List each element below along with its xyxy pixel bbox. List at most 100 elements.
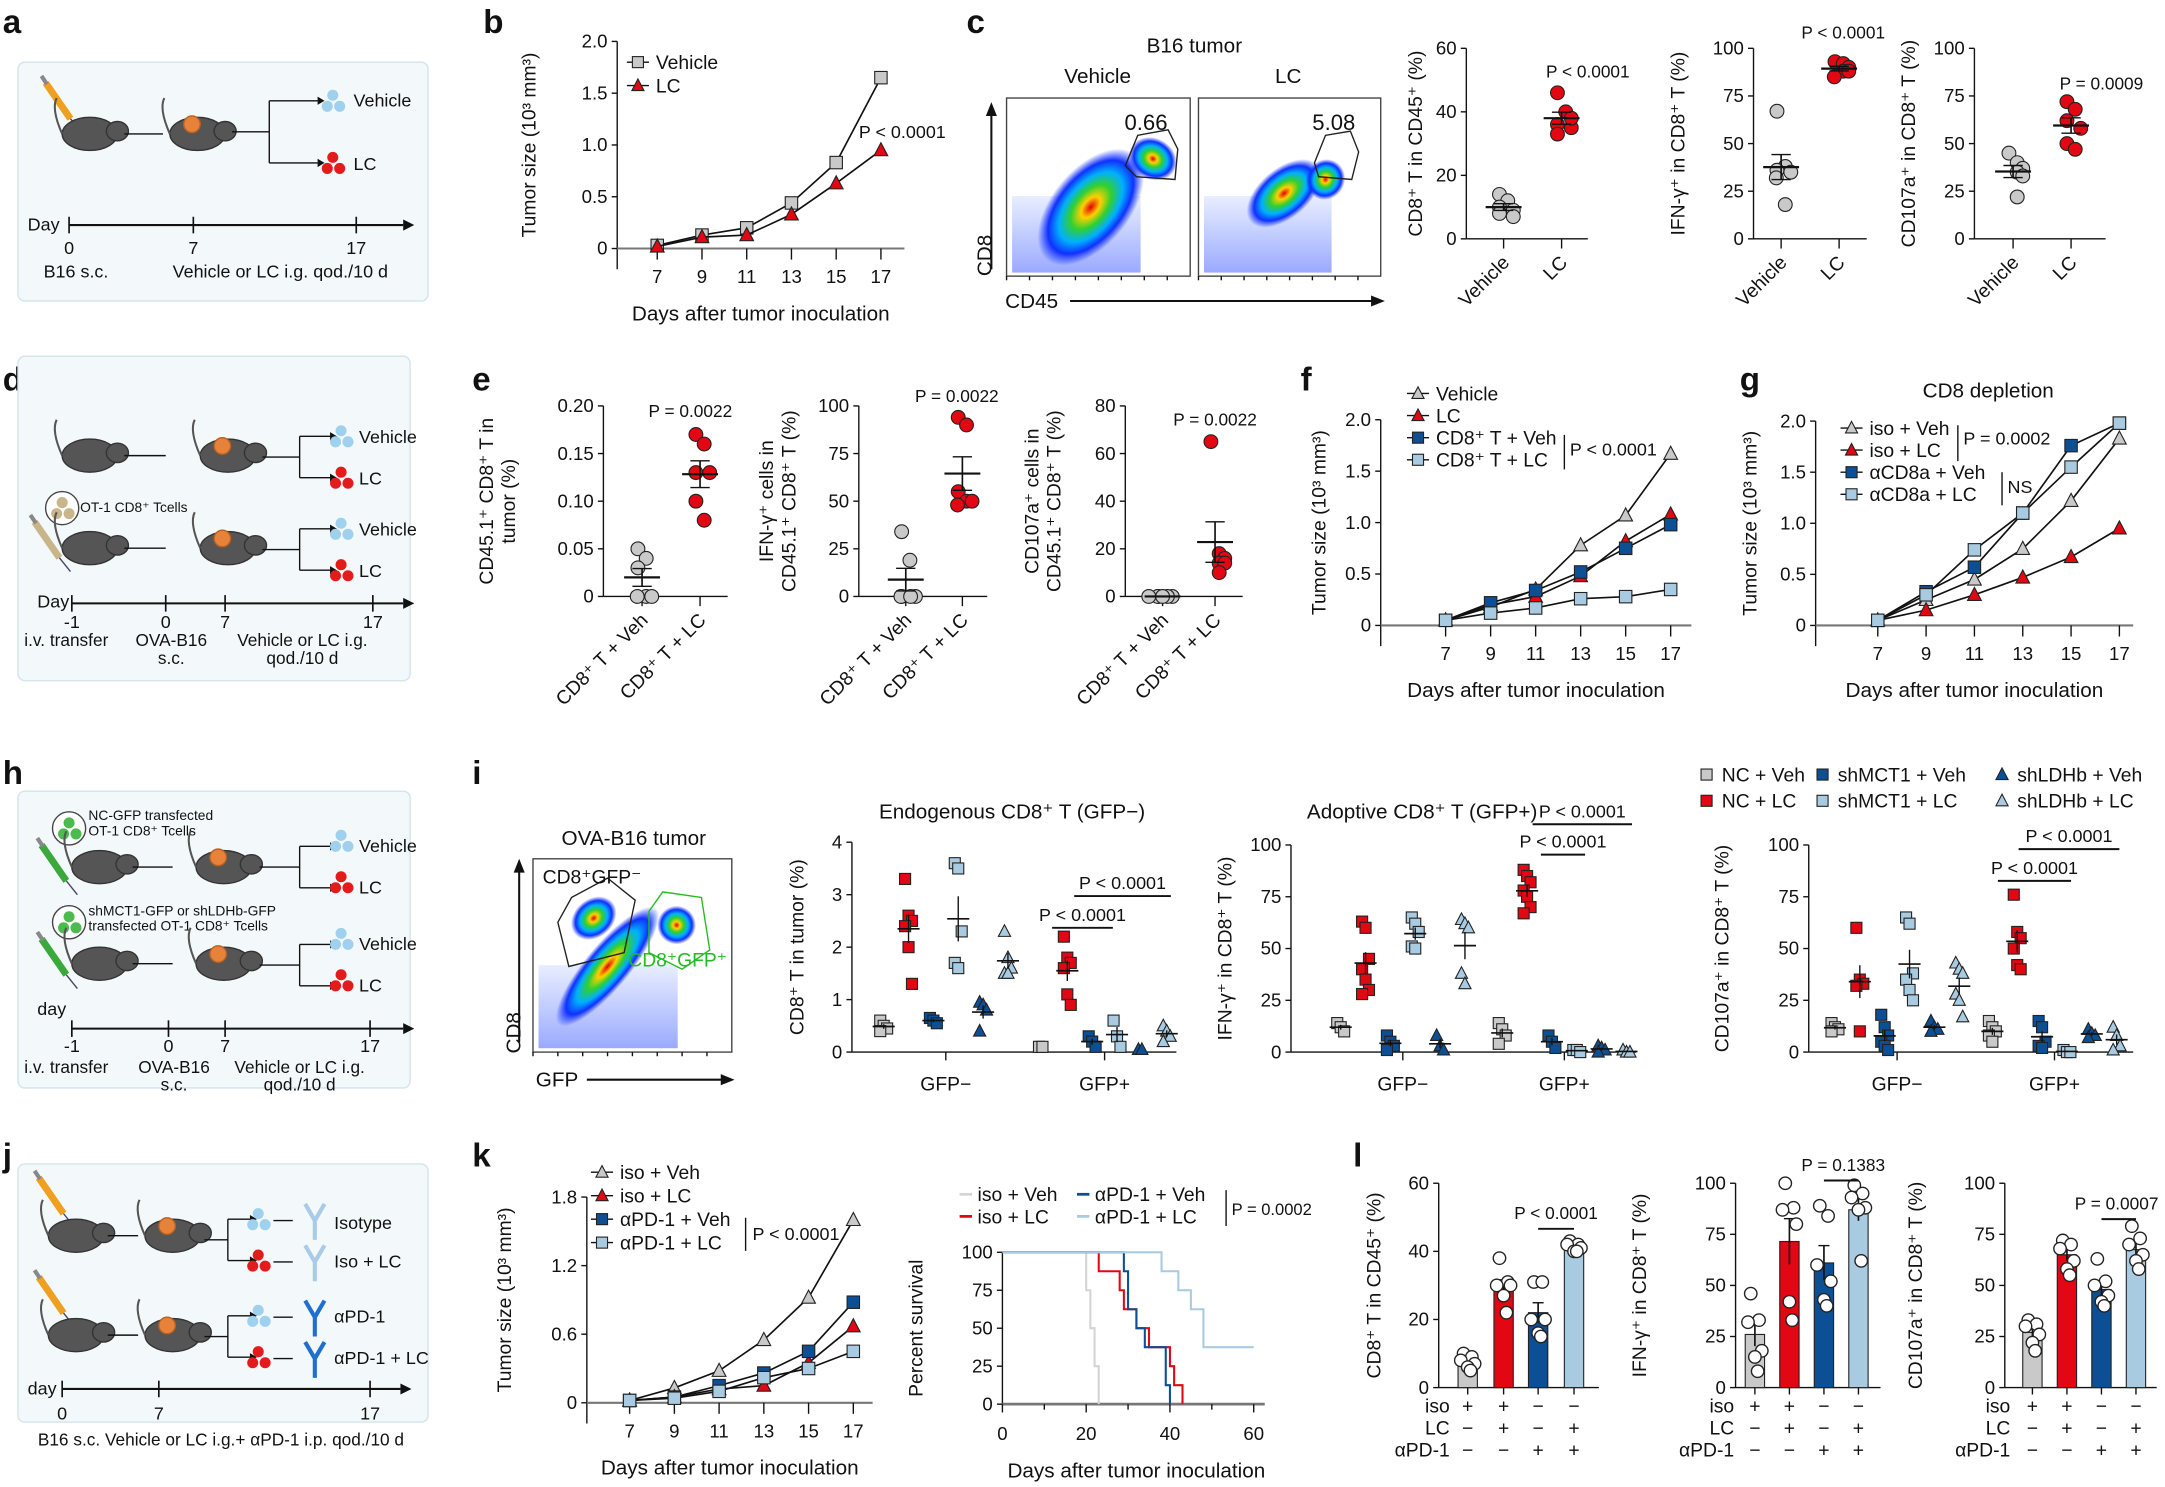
arrow-head (1371, 295, 1385, 307)
y-axis-label: CD8⁺ T in CD45⁺ (%) (1406, 51, 1427, 237)
legend-label: αCD8a + LC (1869, 485, 1976, 506)
treatment-sign: + (2027, 1396, 2038, 1417)
series-line-2 (629, 1301, 854, 1402)
y-tick-label: 1.0 (1345, 512, 1371, 533)
panel-letter: i (472, 755, 481, 792)
schematic-panel (17, 1163, 429, 1423)
data-point-2 (2036, 1021, 2049, 1034)
data-point-series-2 (801, 1344, 816, 1359)
data-point-3 (952, 862, 965, 875)
data-point-3 (1851, 1202, 1866, 1217)
p-value-annotation: P = 0.0022 (915, 386, 999, 406)
data-point-0 (1777, 197, 1793, 213)
x-tick-label: 17 (2109, 643, 2130, 664)
day-label: 17 (346, 238, 366, 258)
legend-marker (1844, 420, 1859, 434)
treatment-sign: + (2130, 1441, 2141, 1462)
data-point-1 (2062, 1268, 2077, 1283)
y-tick-label: 0 (1733, 228, 1743, 249)
y-tick-label: 20 (1095, 538, 1116, 559)
treatment-row-label: iso (1425, 1396, 1450, 1417)
mouse-icon (136, 1199, 212, 1253)
data-point-3 (1854, 1253, 1869, 1268)
series-line-3 (629, 1350, 854, 1402)
data-point-1 (1499, 1305, 1514, 1320)
flow-y-label: CD8 (973, 235, 996, 276)
data-point-4 (1591, 1044, 1606, 1058)
data-point-1 (1203, 434, 1219, 450)
gate-percentage: 5.08 (1312, 110, 1355, 135)
vehicle-cells-icon (247, 1208, 271, 1231)
y-tick-label: 0 (567, 1392, 577, 1413)
y-tick-label: 25 (1261, 990, 1282, 1011)
data-point-series-1 (2111, 519, 2128, 535)
mouse-icon (187, 830, 264, 885)
y-tick-label: 100 (1964, 1172, 1995, 1193)
timeline-caption: OVA-B16 (138, 1057, 210, 1077)
group-label: Iso + LC (334, 1251, 401, 1271)
chart-title: Endogenous CD8⁺ T (GFP−) (879, 801, 1145, 824)
data-point-4 (972, 1023, 987, 1037)
mouse-icon (53, 419, 130, 473)
data-point-series-1 (738, 226, 755, 242)
antibody-icon (303, 1202, 327, 1240)
x-category-label: Vehicle (1965, 252, 2024, 311)
treatment-sign: − (1462, 1441, 1473, 1462)
data-point-1 (1524, 876, 1537, 889)
legend-label: Vehicle (1436, 384, 1498, 405)
data-point-1 (1359, 973, 1372, 986)
data-point-series-3 (2112, 416, 2127, 430)
cells-label: OT-1 CD8⁺ Tcells (80, 500, 188, 515)
p-value-annotation: P < 0.0001 (1520, 832, 1607, 852)
chart-title: CD8 depletion (1923, 380, 2054, 403)
y-tick-label: 1.0 (1780, 512, 1806, 533)
data-point-1 (1496, 1288, 1511, 1303)
tumor-icon (213, 529, 232, 548)
data-point-0 (1768, 170, 1784, 186)
data-point-1 (1492, 1251, 1507, 1266)
panel-letter: j (2, 1138, 12, 1175)
mouse-icon (53, 511, 130, 566)
y-tick-label: 2 (832, 936, 842, 957)
lc-cells-icon (321, 151, 346, 174)
y-tick-label: 1 (832, 989, 842, 1010)
data-point-5 (997, 923, 1012, 937)
data-point-series-3 (1919, 588, 1933, 602)
p-value-annotation: P = 0.1383 (1801, 1155, 1885, 1175)
x-tick-label: 7 (652, 266, 662, 287)
data-point-series-3 (846, 1344, 861, 1359)
arrow-head (985, 102, 997, 116)
gate (1313, 130, 1360, 181)
treatment-sign: − (1462, 1419, 1473, 1440)
y-tick-label: 25 (1705, 1326, 1726, 1347)
survival-curve-0 (1002, 1251, 1100, 1405)
mouse-icon (53, 97, 130, 152)
data-point-1 (688, 427, 704, 442)
treatment-row-label: iso (1986, 1396, 2011, 1417)
mouse-icon (63, 830, 139, 885)
x-tick-label: 17 (871, 266, 892, 287)
data-point-1 (1517, 907, 1530, 920)
timeline-caption: i.v. transfer (24, 630, 108, 650)
data-point-series-3 (1967, 543, 1982, 557)
data-point-1 (899, 872, 912, 886)
vehicle-cells-icon (247, 1304, 271, 1327)
y-tick-label: 0 (597, 238, 607, 259)
p-value-annotation: P < 0.0001 (1514, 1203, 1598, 1223)
y-axis-label: IFN-γ⁺ in CD8⁺ T (%) (1668, 52, 1689, 236)
legend-marker (1700, 768, 1713, 781)
x-tick-label: 0 (997, 1423, 1007, 1444)
treatment-sign: − (1853, 1396, 1864, 1417)
series-line-2 (1445, 523, 1672, 622)
series-line-0 (1877, 437, 2121, 622)
x-category-label: GFP− (920, 1075, 971, 1096)
data-point-series-2 (1663, 517, 1678, 532)
data-point-1 (1356, 988, 1369, 1001)
legend-marker (1844, 442, 1859, 456)
data-point-0 (1750, 1364, 1765, 1379)
day-label: 7 (188, 238, 198, 258)
data-point-series-0 (1662, 445, 1679, 460)
p-value-annotation: P < 0.0001 (1539, 801, 1626, 821)
y-tick-label: 0.05 (557, 538, 593, 559)
flow-y-label: CD8 (503, 1012, 526, 1053)
